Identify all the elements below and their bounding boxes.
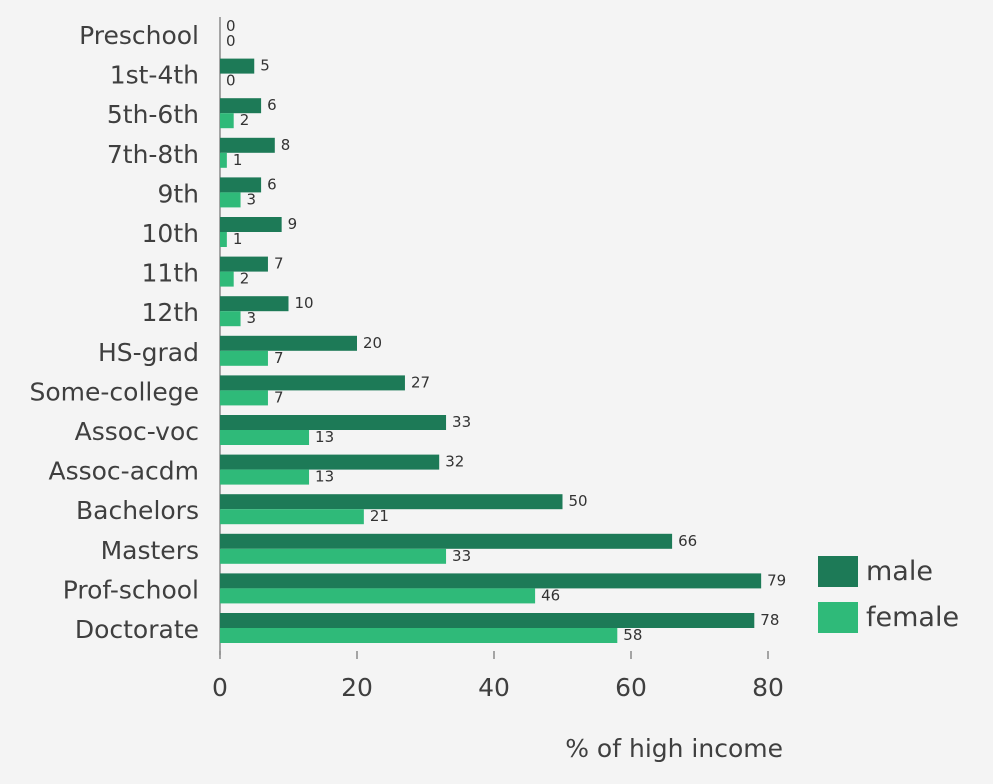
male-bar <box>220 58 255 74</box>
female-data-label: 46 <box>541 586 560 604</box>
female-bar <box>220 232 227 247</box>
female-bar <box>220 390 268 406</box>
female-data-label: 21 <box>370 507 389 525</box>
male-bar <box>220 217 282 232</box>
female-data-label: 13 <box>315 468 334 486</box>
x-tick-label: 60 <box>615 673 647 702</box>
category-label: 12th <box>142 298 199 327</box>
female-data-label: 1 <box>233 230 243 248</box>
female-bar <box>220 548 447 564</box>
female-bar <box>220 311 241 327</box>
female-bar <box>220 509 364 525</box>
category-label: 11th <box>142 259 199 288</box>
male-bar <box>220 454 440 470</box>
category-label: Prof-school <box>63 575 199 604</box>
male-data-label: 5 <box>260 57 270 75</box>
male-bar <box>220 296 289 312</box>
female-data-label: 1 <box>233 151 243 169</box>
female-data-label: 0 <box>226 32 236 50</box>
legend-swatch-female <box>818 602 858 633</box>
female-data-label: 7 <box>274 388 284 406</box>
legend-swatch-male <box>818 556 858 587</box>
male-data-label: 33 <box>452 413 471 431</box>
category-label: Preschool <box>79 21 199 50</box>
category-label: 10th <box>142 219 199 248</box>
category-label: HS-grad <box>98 338 199 367</box>
male-bar <box>220 177 262 193</box>
category-label: 5th-6th <box>107 100 199 129</box>
male-bar <box>220 375 405 391</box>
legend-label-female: female <box>866 602 959 633</box>
male-data-label: 8 <box>281 136 291 154</box>
female-data-label: 2 <box>240 270 250 288</box>
female-bar <box>220 192 241 208</box>
male-data-label: 27 <box>411 373 430 391</box>
category-label: Masters <box>101 536 199 565</box>
male-bar <box>220 335 357 351</box>
male-data-label: 66 <box>678 532 697 550</box>
male-bar <box>220 137 275 153</box>
category-label: Doctorate <box>75 615 199 644</box>
category-label: 1st-4th <box>110 61 199 90</box>
category-label: 9th <box>157 179 199 208</box>
male-data-label: 6 <box>267 96 277 114</box>
category-label: 7th-8th <box>107 140 199 169</box>
x-tick-label: 40 <box>478 673 510 702</box>
male-data-label: 7 <box>274 255 284 273</box>
female-data-label: 7 <box>274 349 284 367</box>
male-bar <box>220 494 563 510</box>
female-data-label: 3 <box>247 309 257 327</box>
male-bar <box>220 98 262 114</box>
male-data-label: 0 <box>226 17 236 35</box>
male-data-label: 32 <box>445 453 464 471</box>
x-tick-label: 20 <box>341 673 373 702</box>
legend-label-male: male <box>866 556 933 587</box>
category-label: Some-college <box>30 377 199 406</box>
male-data-label: 6 <box>267 175 277 193</box>
male-data-label: 79 <box>767 571 786 589</box>
female-bar <box>220 271 234 287</box>
female-data-label: 3 <box>247 190 257 208</box>
male-bar <box>220 415 447 430</box>
female-bar <box>220 430 310 445</box>
female-bar <box>220 628 618 643</box>
female-bar <box>220 152 227 168</box>
category-label: Bachelors <box>76 496 199 525</box>
male-bar <box>220 256 268 272</box>
female-data-label: 13 <box>315 428 334 446</box>
category-label: Assoc-acdm <box>48 457 199 486</box>
x-tick-label: 80 <box>752 673 784 702</box>
x-axis-label: % of high income <box>565 734 783 763</box>
male-bar <box>220 613 755 628</box>
female-data-label: 58 <box>623 626 642 644</box>
male-data-label: 20 <box>363 334 382 352</box>
female-bar <box>220 588 536 604</box>
male-data-label: 50 <box>569 492 588 510</box>
female-bar <box>220 113 234 129</box>
female-data-label: 2 <box>240 111 250 129</box>
female-bar <box>220 469 310 485</box>
male-data-label: 10 <box>295 294 314 312</box>
female-data-label: 33 <box>452 547 471 565</box>
male-data-label: 78 <box>760 611 779 629</box>
male-bar <box>220 573 762 589</box>
x-tick-label: 0 <box>212 673 228 702</box>
male-data-label: 9 <box>288 215 298 233</box>
female-bar <box>220 350 268 366</box>
male-bar <box>220 533 673 549</box>
category-label: Assoc-voc <box>75 417 199 446</box>
female-data-label: 0 <box>226 72 236 90</box>
